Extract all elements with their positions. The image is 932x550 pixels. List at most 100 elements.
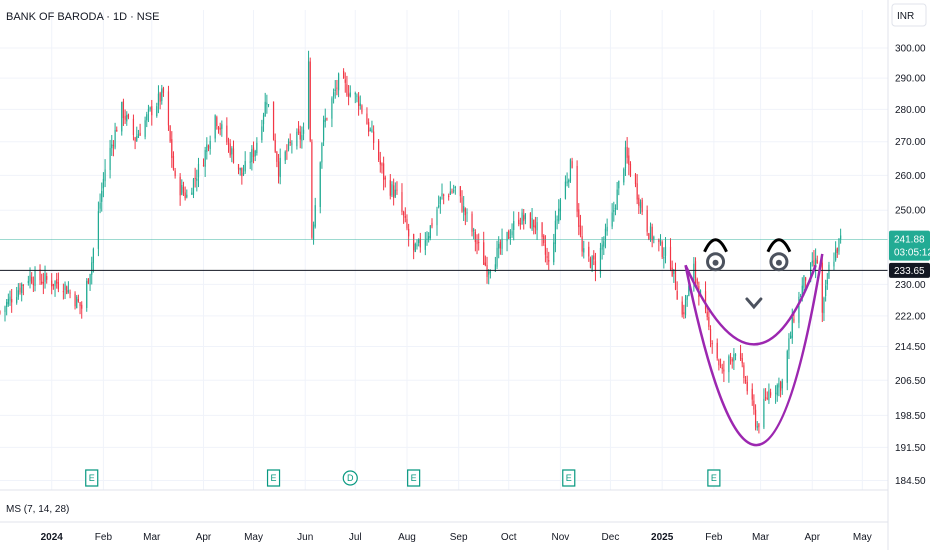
- candle-body: [326, 118, 328, 120]
- event-marker[interactable]: D: [342, 470, 358, 486]
- candle-body: [366, 113, 368, 125]
- candle-body: [272, 101, 275, 141]
- candle-body: [788, 338, 790, 351]
- candle-body: [109, 147, 111, 171]
- candle-body: [708, 316, 710, 327]
- candle-body: [436, 209, 438, 226]
- candle-body: [299, 131, 301, 140]
- candle-body: [483, 242, 485, 265]
- candle-body: [448, 195, 450, 198]
- candle-body: [296, 131, 298, 147]
- candle-body: [264, 101, 266, 116]
- currency-button-frame[interactable]: [891, 3, 927, 27]
- candle-body: [311, 141, 313, 238]
- candle-body: [342, 71, 345, 79]
- candle-body: [121, 102, 123, 132]
- candle-body: [564, 181, 567, 199]
- candle-body: [836, 247, 838, 253]
- candle-body: [286, 150, 288, 152]
- candle-body: [32, 283, 34, 286]
- candle-body: [838, 238, 840, 252]
- candle-body: [373, 131, 375, 144]
- candle-body: [197, 163, 200, 178]
- candle-body: [464, 208, 466, 216]
- candle-body: [589, 258, 592, 268]
- candle-body: [599, 247, 602, 274]
- candle-body: [511, 231, 513, 236]
- candle-body: [276, 151, 278, 162]
- candle-body: [91, 262, 93, 275]
- candle-body: [86, 280, 88, 308]
- candle-body: [718, 359, 720, 366]
- candle-body: [413, 234, 415, 251]
- candle-body: [688, 285, 690, 297]
- candle-body: [368, 122, 370, 132]
- candle-body: [811, 260, 813, 263]
- last-price-tag: 241.88 03:05:12: [889, 230, 932, 261]
- event-marker[interactable]: E: [85, 469, 99, 487]
- candle-body: [815, 258, 817, 268]
- candle-body: [753, 400, 755, 410]
- candle-body: [162, 88, 165, 93]
- candle-body: [156, 106, 158, 117]
- candle-body: [716, 342, 718, 359]
- candle-body: [383, 163, 385, 180]
- candle-body: [544, 244, 547, 255]
- time-axis[interactable]: 2024 Feb Mar Apr May Jun Jul Aug Sep Oct Nov Dec 202…: [41, 532, 872, 543]
- event-marker-label: E: [566, 473, 572, 483]
- candle-body: [111, 144, 113, 149]
- candle-body: [614, 208, 617, 210]
- event-marker[interactable]: E: [562, 469, 576, 487]
- candle-body: [786, 351, 788, 383]
- candle-body: [356, 95, 358, 97]
- candle-body: [529, 213, 531, 228]
- time-tick-label: Apr: [196, 532, 212, 543]
- candle-body: [664, 246, 667, 256]
- price-tick-label: 270.00: [895, 137, 926, 148]
- last-price-value: 241.88: [894, 235, 925, 246]
- candle-body: [840, 235, 842, 240]
- candle-body: [648, 233, 650, 240]
- time-tick-label: Mar: [143, 532, 161, 543]
- indicator-label[interactable]: MS (7, 14, 28): [6, 504, 69, 515]
- candle-body: [484, 262, 486, 266]
- candle-body: [471, 213, 473, 232]
- candle-body: [721, 367, 723, 369]
- candle-body: [731, 358, 733, 362]
- event-marker[interactable]: E: [707, 469, 721, 487]
- candle-body: [179, 176, 181, 196]
- candle-body: [443, 194, 445, 196]
- candle-body: [221, 124, 223, 129]
- candle-body: [776, 384, 778, 396]
- candle-body: [301, 135, 303, 141]
- candle-body: [576, 165, 578, 212]
- candle-body: [451, 191, 453, 193]
- candle-body: [241, 167, 243, 177]
- price-axis[interactable]: 300.00 290.00 280.00 270.00 260.00 250.00 230.…: [895, 44, 926, 488]
- candle-body: [358, 96, 360, 107]
- candle-body: [157, 93, 160, 106]
- currency-button[interactable]: INR: [891, 3, 927, 27]
- event-marker[interactable]: E: [266, 469, 281, 487]
- drawing-pupil: [712, 259, 719, 266]
- level-price-value: 233.65: [894, 266, 925, 277]
- candle-body: [54, 281, 56, 287]
- candle-body: [64, 283, 66, 291]
- candle-body: [571, 161, 573, 168]
- candle-body: [124, 115, 126, 120]
- candle-body: [636, 183, 638, 200]
- event-marker-label: E: [711, 473, 717, 483]
- event-marker[interactable]: E: [407, 469, 421, 487]
- candle-body: [704, 291, 707, 310]
- chart-title: BANK OF BARODA · 1D · NSE: [6, 11, 159, 23]
- candle-body: [499, 242, 501, 249]
- candle-body: [172, 155, 175, 170]
- candles: [0, 50, 842, 434]
- candle-body: [204, 150, 206, 167]
- candle-body: [823, 297, 825, 314]
- candle-body: [167, 91, 170, 126]
- candle-body: [723, 369, 725, 372]
- currency-label[interactable]: INR: [897, 11, 914, 22]
